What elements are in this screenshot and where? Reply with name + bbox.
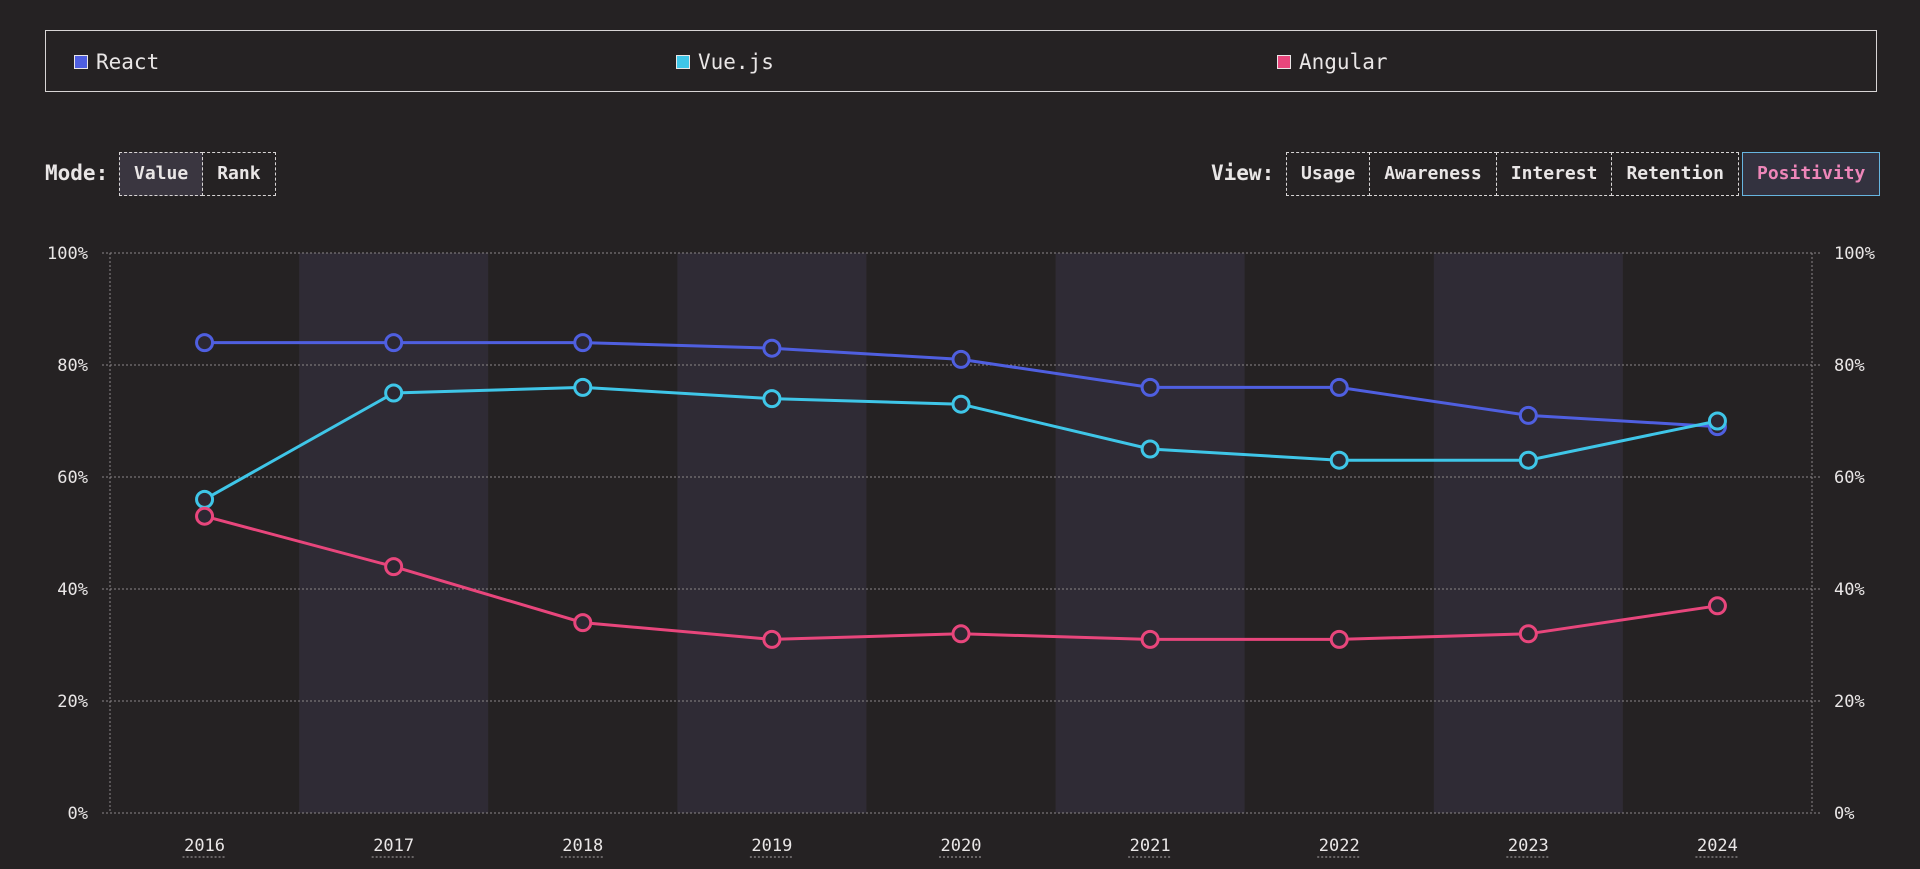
mode-toggle: Value Rank bbox=[119, 152, 276, 196]
y-tick-left-20: 20% bbox=[57, 692, 88, 712]
chart-band-2021 bbox=[1055, 253, 1245, 813]
point-vue-js-2017 bbox=[384, 383, 404, 403]
y-tick-right-80: 80% bbox=[1834, 356, 1865, 376]
legend-swatch-vue bbox=[676, 55, 690, 69]
point-angular-2021 bbox=[1140, 629, 1160, 649]
legend-swatch-angular bbox=[1277, 55, 1291, 69]
point-react-2017 bbox=[384, 333, 404, 353]
y-tick-right-100: 100% bbox=[1834, 244, 1875, 264]
point-vue-js-2018 bbox=[573, 377, 593, 397]
y-tick-right-40: 40% bbox=[1834, 580, 1865, 600]
x-tick-2023: 2023 bbox=[1508, 836, 1549, 856]
point-vue-js-2021 bbox=[1140, 439, 1160, 459]
point-vue-js-2023 bbox=[1518, 450, 1538, 470]
view-label: View: bbox=[1211, 161, 1275, 185]
point-angular-2022 bbox=[1329, 629, 1349, 649]
mode-button-value[interactable]: Value bbox=[119, 152, 204, 196]
point-vue-js-2016 bbox=[195, 489, 215, 509]
x-tick-2020: 2020 bbox=[941, 836, 982, 856]
point-vue-js-2024 bbox=[1707, 411, 1727, 431]
point-vue-js-2022 bbox=[1329, 450, 1349, 470]
x-tick-2022: 2022 bbox=[1319, 836, 1360, 856]
point-react-2020 bbox=[951, 349, 971, 369]
point-angular-2017 bbox=[384, 557, 404, 577]
y-tick-left-80: 80% bbox=[57, 356, 88, 376]
point-angular-2024 bbox=[1707, 596, 1727, 616]
legend-label-vue: Vue.js bbox=[698, 50, 774, 74]
x-tick-2018: 2018 bbox=[562, 836, 603, 856]
legend-item-angular[interactable]: Angular bbox=[1277, 31, 1388, 93]
legend-label-react: React bbox=[96, 50, 160, 74]
legend-item-vue[interactable]: Vue.js bbox=[676, 31, 774, 93]
view-button-retention[interactable]: Retention bbox=[1611, 152, 1739, 196]
point-angular-2019 bbox=[762, 629, 782, 649]
x-tick-2024: 2024 bbox=[1697, 836, 1738, 856]
y-tick-left-0: 0% bbox=[68, 804, 88, 824]
chart-band-2023 bbox=[1433, 253, 1623, 813]
x-tick-2021: 2021 bbox=[1130, 836, 1171, 856]
y-tick-left-100: 100% bbox=[47, 244, 88, 264]
y-tick-left-60: 60% bbox=[57, 468, 88, 488]
y-tick-right-0: 0% bbox=[1834, 804, 1854, 824]
y-tick-right-60: 60% bbox=[1834, 468, 1865, 488]
mode-label: Mode: bbox=[45, 161, 109, 185]
point-vue-js-2019 bbox=[762, 389, 782, 409]
point-react-2023 bbox=[1518, 405, 1538, 425]
x-tick-2017: 2017 bbox=[373, 836, 414, 856]
point-react-2021 bbox=[1140, 377, 1160, 397]
legend-label-angular: Angular bbox=[1299, 50, 1388, 74]
mode-button-rank[interactable]: Rank bbox=[202, 152, 276, 196]
point-angular-2020 bbox=[951, 624, 971, 644]
view-button-positivity[interactable]: Positivity bbox=[1741, 152, 1881, 196]
point-angular-2018 bbox=[573, 613, 593, 633]
point-angular-2016 bbox=[195, 506, 215, 526]
x-tick-2016: 2016 bbox=[184, 836, 225, 856]
point-angular-2023 bbox=[1518, 624, 1538, 644]
y-tick-left-40: 40% bbox=[57, 580, 88, 600]
x-tick-2019: 2019 bbox=[751, 836, 792, 856]
point-react-2019 bbox=[762, 338, 782, 358]
legend-swatch-react bbox=[74, 55, 88, 69]
point-vue-js-2020 bbox=[951, 394, 971, 414]
legend-item-react[interactable]: React bbox=[74, 31, 159, 93]
legend: React Vue.js Angular bbox=[45, 30, 1877, 92]
point-react-2018 bbox=[573, 333, 593, 353]
y-tick-right-20: 20% bbox=[1834, 692, 1865, 712]
point-react-2022 bbox=[1329, 377, 1349, 397]
chart-band-2019 bbox=[677, 253, 867, 813]
view-toggle: Usage Awareness Interest Retention Posit… bbox=[1286, 152, 1881, 196]
point-react-2016 bbox=[195, 333, 215, 353]
